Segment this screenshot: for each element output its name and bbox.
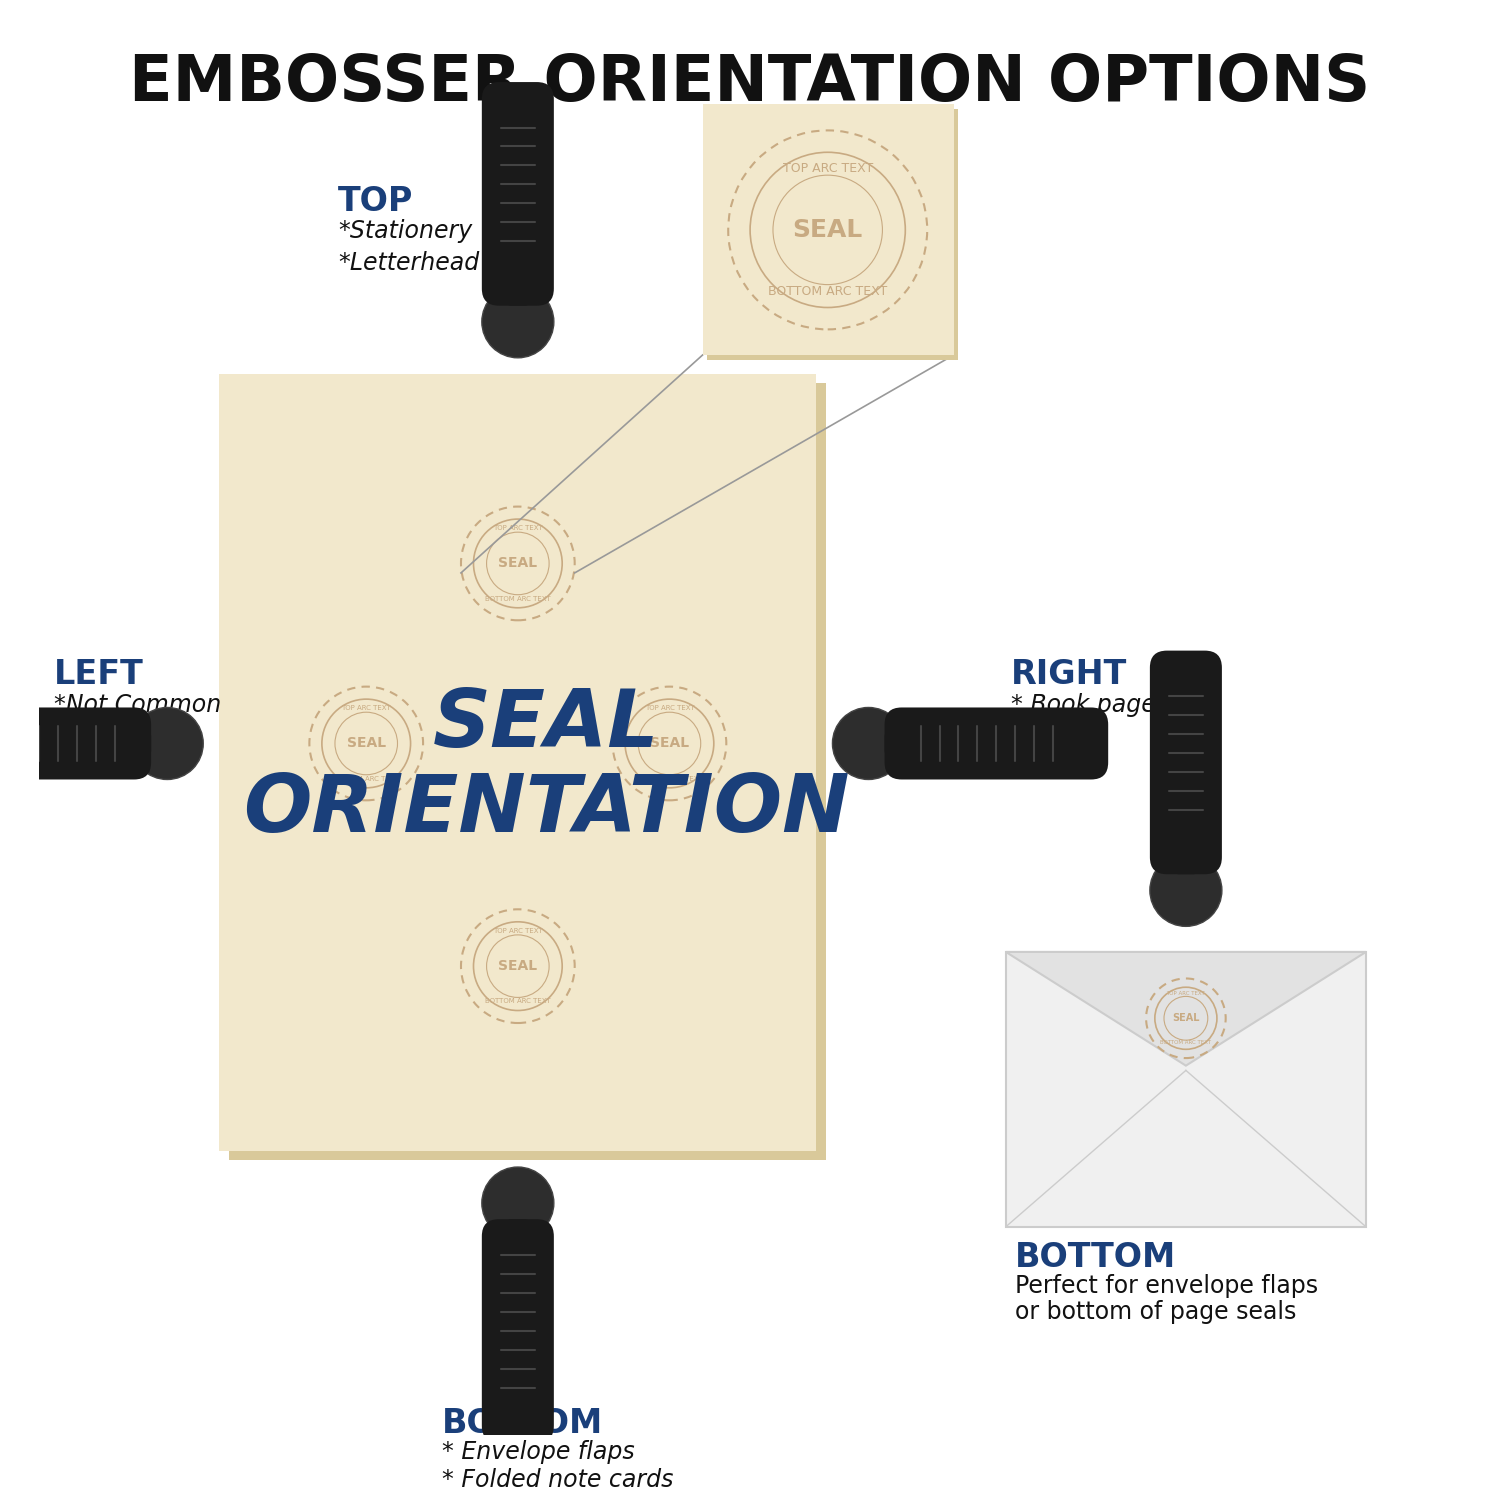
- Text: EMBOSSER ORIENTATION OPTIONS: EMBOSSER ORIENTATION OPTIONS: [129, 51, 1371, 114]
- Text: or bottom of page seals: or bottom of page seals: [1016, 1299, 1296, 1323]
- Text: SEAL: SEAL: [346, 736, 386, 750]
- FancyBboxPatch shape: [507, 1220, 528, 1242]
- FancyBboxPatch shape: [1150, 651, 1222, 874]
- Text: Perfect for envelope flaps: Perfect for envelope flaps: [1016, 1274, 1318, 1298]
- Text: TOP ARC TEXT: TOP ARC TEXT: [494, 525, 543, 531]
- Text: SEAL: SEAL: [1172, 1014, 1200, 1023]
- Text: ORIENTATION: ORIENTATION: [243, 771, 849, 849]
- FancyBboxPatch shape: [482, 1220, 554, 1443]
- Circle shape: [833, 708, 904, 780]
- Text: BOTTOM: BOTTOM: [442, 1407, 603, 1440]
- FancyBboxPatch shape: [885, 708, 1108, 780]
- Text: TOP: TOP: [338, 184, 412, 218]
- Text: TOP ARC TEXT: TOP ARC TEXT: [342, 705, 392, 711]
- FancyBboxPatch shape: [708, 108, 958, 360]
- FancyBboxPatch shape: [0, 708, 152, 780]
- Text: BOTTOM ARC TEXT: BOTTOM ARC TEXT: [768, 285, 888, 298]
- Text: TOP ARC TEXT: TOP ARC TEXT: [1167, 992, 1206, 996]
- Text: SEAL: SEAL: [650, 736, 688, 750]
- FancyBboxPatch shape: [482, 82, 554, 306]
- Text: SEAL: SEAL: [792, 217, 862, 242]
- Circle shape: [1150, 855, 1222, 927]
- FancyBboxPatch shape: [230, 384, 826, 1161]
- Circle shape: [130, 708, 203, 780]
- FancyBboxPatch shape: [1007, 952, 1366, 1227]
- Text: RIGHT: RIGHT: [1011, 658, 1126, 692]
- Text: TOP ARC TEXT: TOP ARC TEXT: [645, 705, 694, 711]
- Text: SEAL: SEAL: [498, 958, 537, 974]
- Text: BOTTOM ARC TEXT: BOTTOM ARC TEXT: [636, 776, 702, 782]
- Text: BOTTOM: BOTTOM: [1016, 1240, 1176, 1274]
- Circle shape: [482, 286, 554, 358]
- Text: BOTTOM ARC TEXT: BOTTOM ARC TEXT: [484, 596, 550, 602]
- FancyBboxPatch shape: [1176, 852, 1197, 874]
- Text: TOP ARC TEXT: TOP ARC TEXT: [783, 162, 873, 174]
- Text: *Not Common: *Not Common: [54, 693, 220, 717]
- Text: * Envelope flaps: * Envelope flaps: [442, 1440, 634, 1464]
- FancyBboxPatch shape: [702, 104, 954, 356]
- Text: BOTTOM ARC TEXT: BOTTOM ARC TEXT: [1161, 1041, 1212, 1046]
- FancyBboxPatch shape: [129, 734, 152, 754]
- Text: *Letterhead: *Letterhead: [338, 251, 478, 274]
- Circle shape: [482, 1167, 554, 1239]
- FancyBboxPatch shape: [507, 284, 528, 306]
- Text: TOP ARC TEXT: TOP ARC TEXT: [494, 928, 543, 934]
- FancyBboxPatch shape: [885, 734, 908, 754]
- Text: * Folded note cards: * Folded note cards: [442, 1468, 674, 1492]
- Text: BOTTOM ARC TEXT: BOTTOM ARC TEXT: [333, 776, 399, 782]
- Text: SEAL: SEAL: [433, 686, 660, 764]
- Text: * Book page: * Book page: [1011, 693, 1155, 717]
- Polygon shape: [1007, 952, 1366, 1065]
- Text: LEFT: LEFT: [54, 658, 144, 692]
- Text: *Stationery: *Stationery: [338, 219, 472, 243]
- FancyBboxPatch shape: [219, 374, 816, 1150]
- Text: SEAL: SEAL: [498, 556, 537, 570]
- Text: BOTTOM ARC TEXT: BOTTOM ARC TEXT: [484, 999, 550, 1005]
